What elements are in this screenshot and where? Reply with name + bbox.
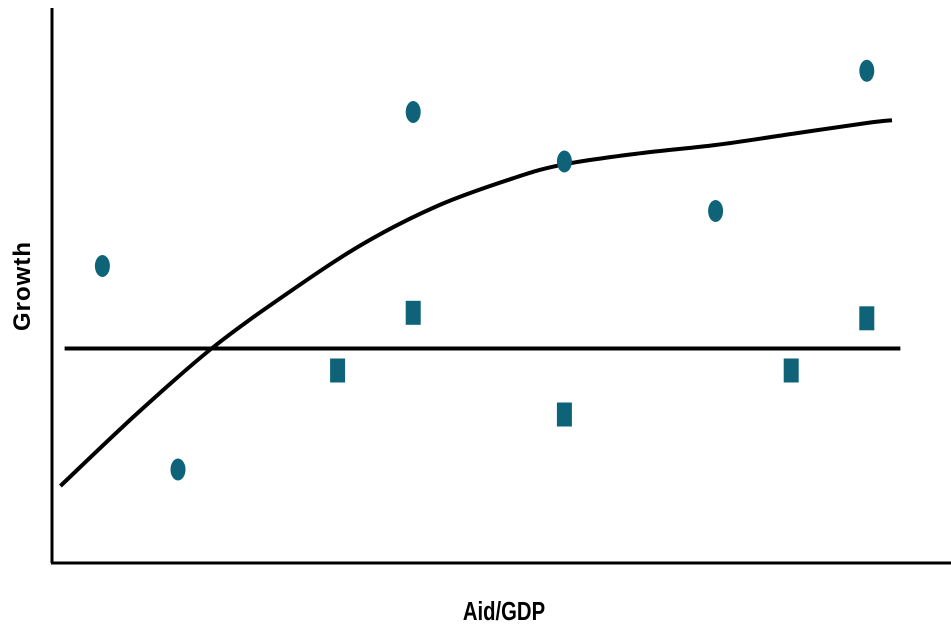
x-axis-title: Aid/GDP [463,597,545,626]
fitted-curve-line [59,118,893,488]
square-point-5 [859,306,875,331]
y-axis-title: Growth [9,241,36,331]
circle-point-5 [708,200,724,222]
circle-point-2 [170,458,186,481]
square-point-2 [405,300,421,325]
square-point-3 [556,402,572,427]
square-point-1 [330,358,346,383]
square-point-4 [783,358,799,383]
circle-point-6 [859,59,875,82]
plot-area [59,59,901,488]
circle-point-4 [556,150,572,173]
circle-point-1 [94,255,110,277]
circle-point-3 [405,101,421,123]
